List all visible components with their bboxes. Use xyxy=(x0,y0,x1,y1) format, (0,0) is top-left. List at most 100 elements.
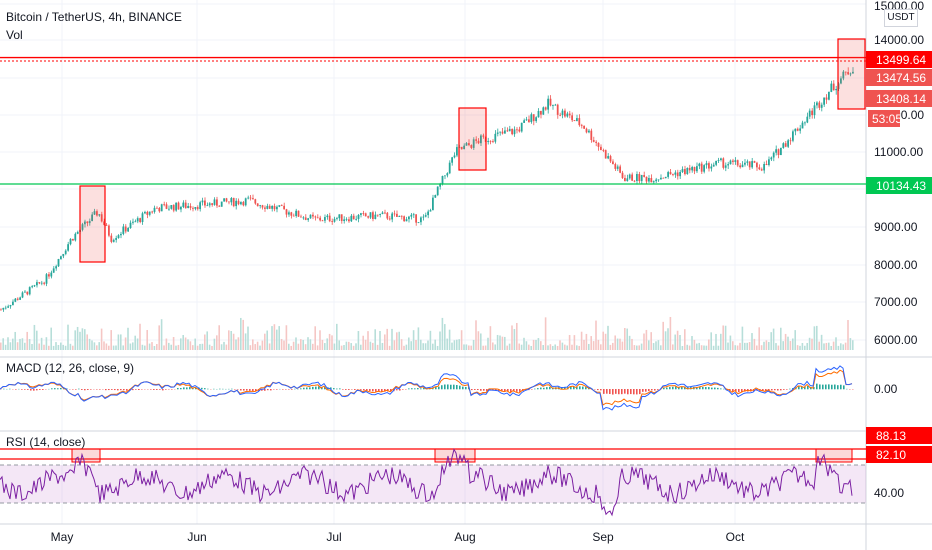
volume-bar xyxy=(609,344,612,350)
rsi-label: RSI (14, close) xyxy=(6,435,86,449)
candle-body xyxy=(643,175,645,177)
candle-body xyxy=(45,274,48,284)
currency-button[interactable]: USDT xyxy=(884,9,918,27)
candle-body xyxy=(300,216,302,218)
candle-body xyxy=(271,205,273,209)
volume-bar xyxy=(103,341,105,350)
volume-bar xyxy=(763,341,765,350)
candle-body xyxy=(67,244,69,251)
volume-bar xyxy=(484,345,487,350)
candle-body xyxy=(808,110,811,117)
candle-body xyxy=(525,119,528,121)
candle-body xyxy=(278,205,281,207)
volume-bar xyxy=(600,344,602,350)
rsi-tag-label: 88.13 xyxy=(876,429,906,443)
candle-body xyxy=(218,205,221,207)
volume-bar xyxy=(16,342,19,350)
volume-bar xyxy=(823,343,825,350)
volume-bar xyxy=(753,338,756,350)
macd-histogram-bar xyxy=(381,389,383,392)
macd-histogram-bar xyxy=(252,389,254,392)
macd-histogram-bar xyxy=(27,389,29,390)
volume-bar xyxy=(758,327,760,350)
volume-bar xyxy=(652,343,655,350)
rsi-band xyxy=(0,465,866,503)
candle-body xyxy=(170,205,173,209)
candle-body xyxy=(792,131,794,141)
candle-body xyxy=(576,118,578,121)
price-tag: 13474.56 xyxy=(866,69,932,86)
macd-histogram-bar xyxy=(456,384,458,390)
candle-body xyxy=(698,163,701,167)
macd-histogram-bar xyxy=(633,389,635,395)
candle-body xyxy=(552,105,554,106)
macd-histogram-bar xyxy=(150,389,152,390)
volume-bar xyxy=(31,343,33,350)
macd-histogram-bar xyxy=(300,388,302,390)
candle-body xyxy=(189,205,192,208)
candle-body xyxy=(489,140,492,142)
volume-bar xyxy=(456,339,458,350)
candle-body xyxy=(662,177,665,179)
volume-bar xyxy=(115,345,117,350)
volume-bar xyxy=(568,334,571,350)
volume-bar xyxy=(0,342,2,350)
candle-body xyxy=(136,218,139,222)
macd-histogram-bar xyxy=(534,388,536,390)
macd-histogram-bar xyxy=(450,384,452,390)
candle-body xyxy=(676,172,679,177)
candle-body xyxy=(753,161,756,163)
macd-histogram-bar xyxy=(42,389,44,390)
candle-body xyxy=(432,197,434,211)
volume-bar xyxy=(710,332,712,350)
candle-body xyxy=(43,282,45,284)
candle-body xyxy=(261,205,264,208)
candle-body xyxy=(343,219,345,221)
candle-body xyxy=(475,139,477,141)
candle-body xyxy=(823,97,825,105)
macd-histogram-bar xyxy=(264,389,266,391)
volume-bar xyxy=(561,342,564,350)
macd-histogram-bar xyxy=(15,389,17,390)
candle-body xyxy=(501,131,504,134)
macd-histogram-bar xyxy=(510,389,512,393)
candle-body xyxy=(74,233,77,241)
candle-body xyxy=(760,169,763,171)
volume-bar xyxy=(801,342,804,350)
volume-bar xyxy=(624,328,626,350)
price-tag-label: 10134.43 xyxy=(876,179,926,193)
macd-histogram-bar xyxy=(99,389,101,390)
volume-bar xyxy=(580,331,583,350)
candle-body xyxy=(297,210,300,217)
candle-body xyxy=(434,195,437,198)
macd-histogram-bar xyxy=(642,389,644,392)
volume-bar xyxy=(489,326,492,350)
volume-bar xyxy=(309,339,312,350)
candle-body xyxy=(571,115,573,121)
volume-bar xyxy=(424,343,427,350)
volume-bar xyxy=(770,332,772,350)
macd-histogram-bar xyxy=(645,389,647,392)
candle-body xyxy=(446,173,449,176)
volume-bar xyxy=(787,336,789,350)
highlight-box xyxy=(458,107,487,171)
volume-bar xyxy=(328,333,331,350)
volume-bar xyxy=(679,335,681,350)
candle-body xyxy=(537,110,540,118)
volume-bar xyxy=(650,332,652,350)
candle-body xyxy=(564,110,566,117)
macd-histogram-bar xyxy=(201,387,203,390)
volume-bar xyxy=(576,345,578,350)
candle-body xyxy=(556,104,559,115)
volume-bar xyxy=(326,338,328,350)
candle-body xyxy=(292,215,295,217)
volume-bar xyxy=(775,343,777,350)
volume-bar xyxy=(117,334,120,350)
volume-bar xyxy=(825,342,828,350)
macd-histogram-bar xyxy=(474,389,476,390)
macd-histogram-bar xyxy=(480,389,482,391)
macd-histogram-bar xyxy=(138,389,140,391)
volume-bar xyxy=(26,331,28,350)
macd-histogram-bar xyxy=(72,389,74,390)
